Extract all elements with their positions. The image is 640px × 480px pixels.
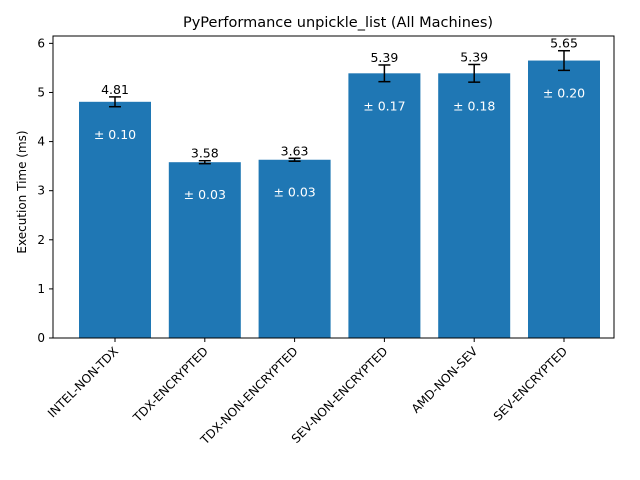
x-tick-label: INTEL-NON-TDX xyxy=(45,344,121,420)
chart-title: PyPerformance unpickle_list (All Machine… xyxy=(183,15,493,31)
error-label: ± 0.20 xyxy=(543,86,585,101)
x-tick-label: SEV-ENCRYPTED xyxy=(491,344,570,423)
y-tick-label: 5 xyxy=(37,85,45,99)
y-tick-label: 4 xyxy=(37,135,45,149)
error-label: ± 0.18 xyxy=(453,98,495,113)
y-tick-label: 6 xyxy=(37,36,45,50)
bar xyxy=(348,73,421,339)
error-label: ± 0.17 xyxy=(363,98,405,113)
y-tick-label: 3 xyxy=(37,184,45,198)
bars-group: 4.81 ± 0.10 3.58 ± 0.03 3.63 ± 0.03 5.39 ± 0.17… xyxy=(79,36,600,339)
value-label: 3.63 xyxy=(281,143,309,158)
x-tick-label: TDX-NON-ENCRYPTED xyxy=(197,344,301,448)
bar xyxy=(528,60,600,338)
value-label: 5.39 xyxy=(370,50,398,65)
value-label: 5.39 xyxy=(460,49,488,64)
plot-frame xyxy=(52,35,615,339)
error-label: ± 0.10 xyxy=(94,127,136,142)
y-axis-label: Execution Time (ms) xyxy=(15,130,29,253)
y-tick-label: 0 xyxy=(37,331,45,345)
value-label: 4.81 xyxy=(101,82,129,97)
error-label: ± 0.03 xyxy=(273,185,315,200)
bar xyxy=(168,162,241,338)
bar xyxy=(79,101,151,338)
bar xyxy=(258,159,331,338)
x-tick-label: TDX-ENCRYPTED xyxy=(130,344,211,425)
x-tick-label: SEV-NON-ENCRYPTED xyxy=(289,344,391,446)
value-label: 3.58 xyxy=(191,146,219,161)
x-tick-label: AMD-NON-SEV xyxy=(409,344,481,416)
value-label: 5.65 xyxy=(550,36,578,51)
bar xyxy=(438,73,511,339)
y-tick-label: 1 xyxy=(37,282,45,296)
y-tick-label: 2 xyxy=(37,233,45,247)
error-label: ± 0.03 xyxy=(184,187,226,202)
